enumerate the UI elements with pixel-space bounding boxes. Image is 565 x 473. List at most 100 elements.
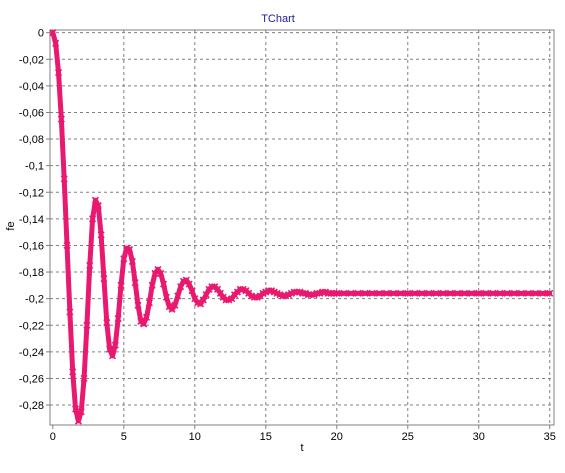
data-point xyxy=(319,288,327,296)
data-point xyxy=(108,352,117,360)
data-point xyxy=(340,289,348,297)
y-tick-label: -0,26 xyxy=(19,373,44,385)
data-point xyxy=(517,289,525,297)
data-point xyxy=(142,313,151,321)
y-axis-label: fe xyxy=(5,221,17,230)
data-point xyxy=(216,289,224,297)
data-point xyxy=(188,287,196,295)
chart-title: TChart xyxy=(261,13,295,25)
data-point xyxy=(354,289,362,297)
data-point xyxy=(177,283,185,291)
data-point xyxy=(57,115,65,123)
data-point xyxy=(208,283,216,291)
data-point xyxy=(250,293,259,301)
data-point xyxy=(460,289,469,297)
data-point xyxy=(128,257,136,265)
data-point xyxy=(182,276,190,284)
data-point xyxy=(510,289,518,297)
data-point xyxy=(313,289,321,297)
y-tick-label: 0 xyxy=(38,28,44,40)
y-tick-label: -0,02 xyxy=(19,54,44,66)
data-point xyxy=(482,289,490,297)
data-point xyxy=(236,285,244,293)
data-point xyxy=(111,341,119,349)
x-tick-label: 30 xyxy=(473,431,485,443)
data-point xyxy=(213,285,222,293)
y-tick-label: -0,06 xyxy=(19,107,44,119)
data-point xyxy=(91,196,99,204)
data-point xyxy=(185,280,193,288)
data-point xyxy=(304,291,312,299)
data-point xyxy=(83,321,91,329)
data-point xyxy=(307,291,315,299)
y-tick-label: -0,14 xyxy=(19,214,44,226)
x-tick-label: 20 xyxy=(331,431,343,443)
data-point xyxy=(546,289,554,297)
data-point xyxy=(145,299,153,307)
data-point xyxy=(382,289,391,297)
x-axis-label: t xyxy=(300,442,303,454)
data-point xyxy=(468,289,476,297)
axes: 0 5 10 15 20 25 30 35 0 -0,02 -0,04 -0,06 -0,08 -0,1 -… xyxy=(19,28,556,443)
data-point xyxy=(228,295,236,303)
data-point xyxy=(148,281,156,289)
x-tick-label: 25 xyxy=(402,431,414,443)
data-point xyxy=(531,289,540,297)
data-point xyxy=(100,275,108,283)
data-point xyxy=(80,374,88,383)
data-point xyxy=(404,289,412,297)
data-point xyxy=(265,287,273,295)
data-point xyxy=(196,300,205,308)
data-point xyxy=(140,320,148,328)
data-point xyxy=(439,289,447,297)
data-point xyxy=(94,201,102,210)
x-tick-label: 35 xyxy=(544,431,556,443)
data-point xyxy=(171,301,179,309)
data-point xyxy=(425,289,433,297)
x-tick-label: 5 xyxy=(121,431,127,443)
data-point xyxy=(222,296,230,304)
x-tick-label: 15 xyxy=(260,431,272,443)
data-point xyxy=(324,289,332,297)
y-tick-label: -0,1 xyxy=(25,161,44,173)
data-point xyxy=(63,241,71,250)
data-point xyxy=(199,296,207,304)
data-point xyxy=(49,29,57,37)
data-point xyxy=(418,289,426,297)
data-point xyxy=(347,289,355,297)
data-point xyxy=(489,289,497,297)
y-tick-label: -0,12 xyxy=(19,187,44,199)
grid xyxy=(50,30,554,425)
data-point xyxy=(446,289,454,297)
y-tick-label: -0,28 xyxy=(19,400,44,412)
y-tick-label: -0,18 xyxy=(19,267,44,279)
data-point xyxy=(134,301,142,309)
data-point xyxy=(290,288,298,296)
x-tick-label: 0 xyxy=(50,431,56,443)
data-point xyxy=(89,215,97,223)
y-tick-label: -0,04 xyxy=(19,81,44,93)
data-point xyxy=(103,319,111,327)
data-point xyxy=(475,289,483,297)
data-point xyxy=(375,289,383,297)
data-point xyxy=(299,289,307,297)
data-point xyxy=(162,293,170,301)
data-point xyxy=(390,289,398,297)
data-point xyxy=(279,292,287,300)
data-point xyxy=(174,292,182,300)
data-point xyxy=(71,405,80,413)
data-point xyxy=(66,308,74,316)
plot-background xyxy=(49,29,555,426)
data-point xyxy=(125,245,134,254)
y-tick-label: -0,24 xyxy=(19,347,44,359)
data-point xyxy=(293,288,301,296)
data-point xyxy=(333,289,341,297)
data-point xyxy=(453,289,462,297)
data-point xyxy=(69,368,77,376)
x-tick-label: 10 xyxy=(189,431,201,443)
y-tick-label: -0,16 xyxy=(19,240,44,252)
data-point xyxy=(539,289,547,297)
data-point xyxy=(160,280,168,288)
data-point xyxy=(151,269,159,277)
